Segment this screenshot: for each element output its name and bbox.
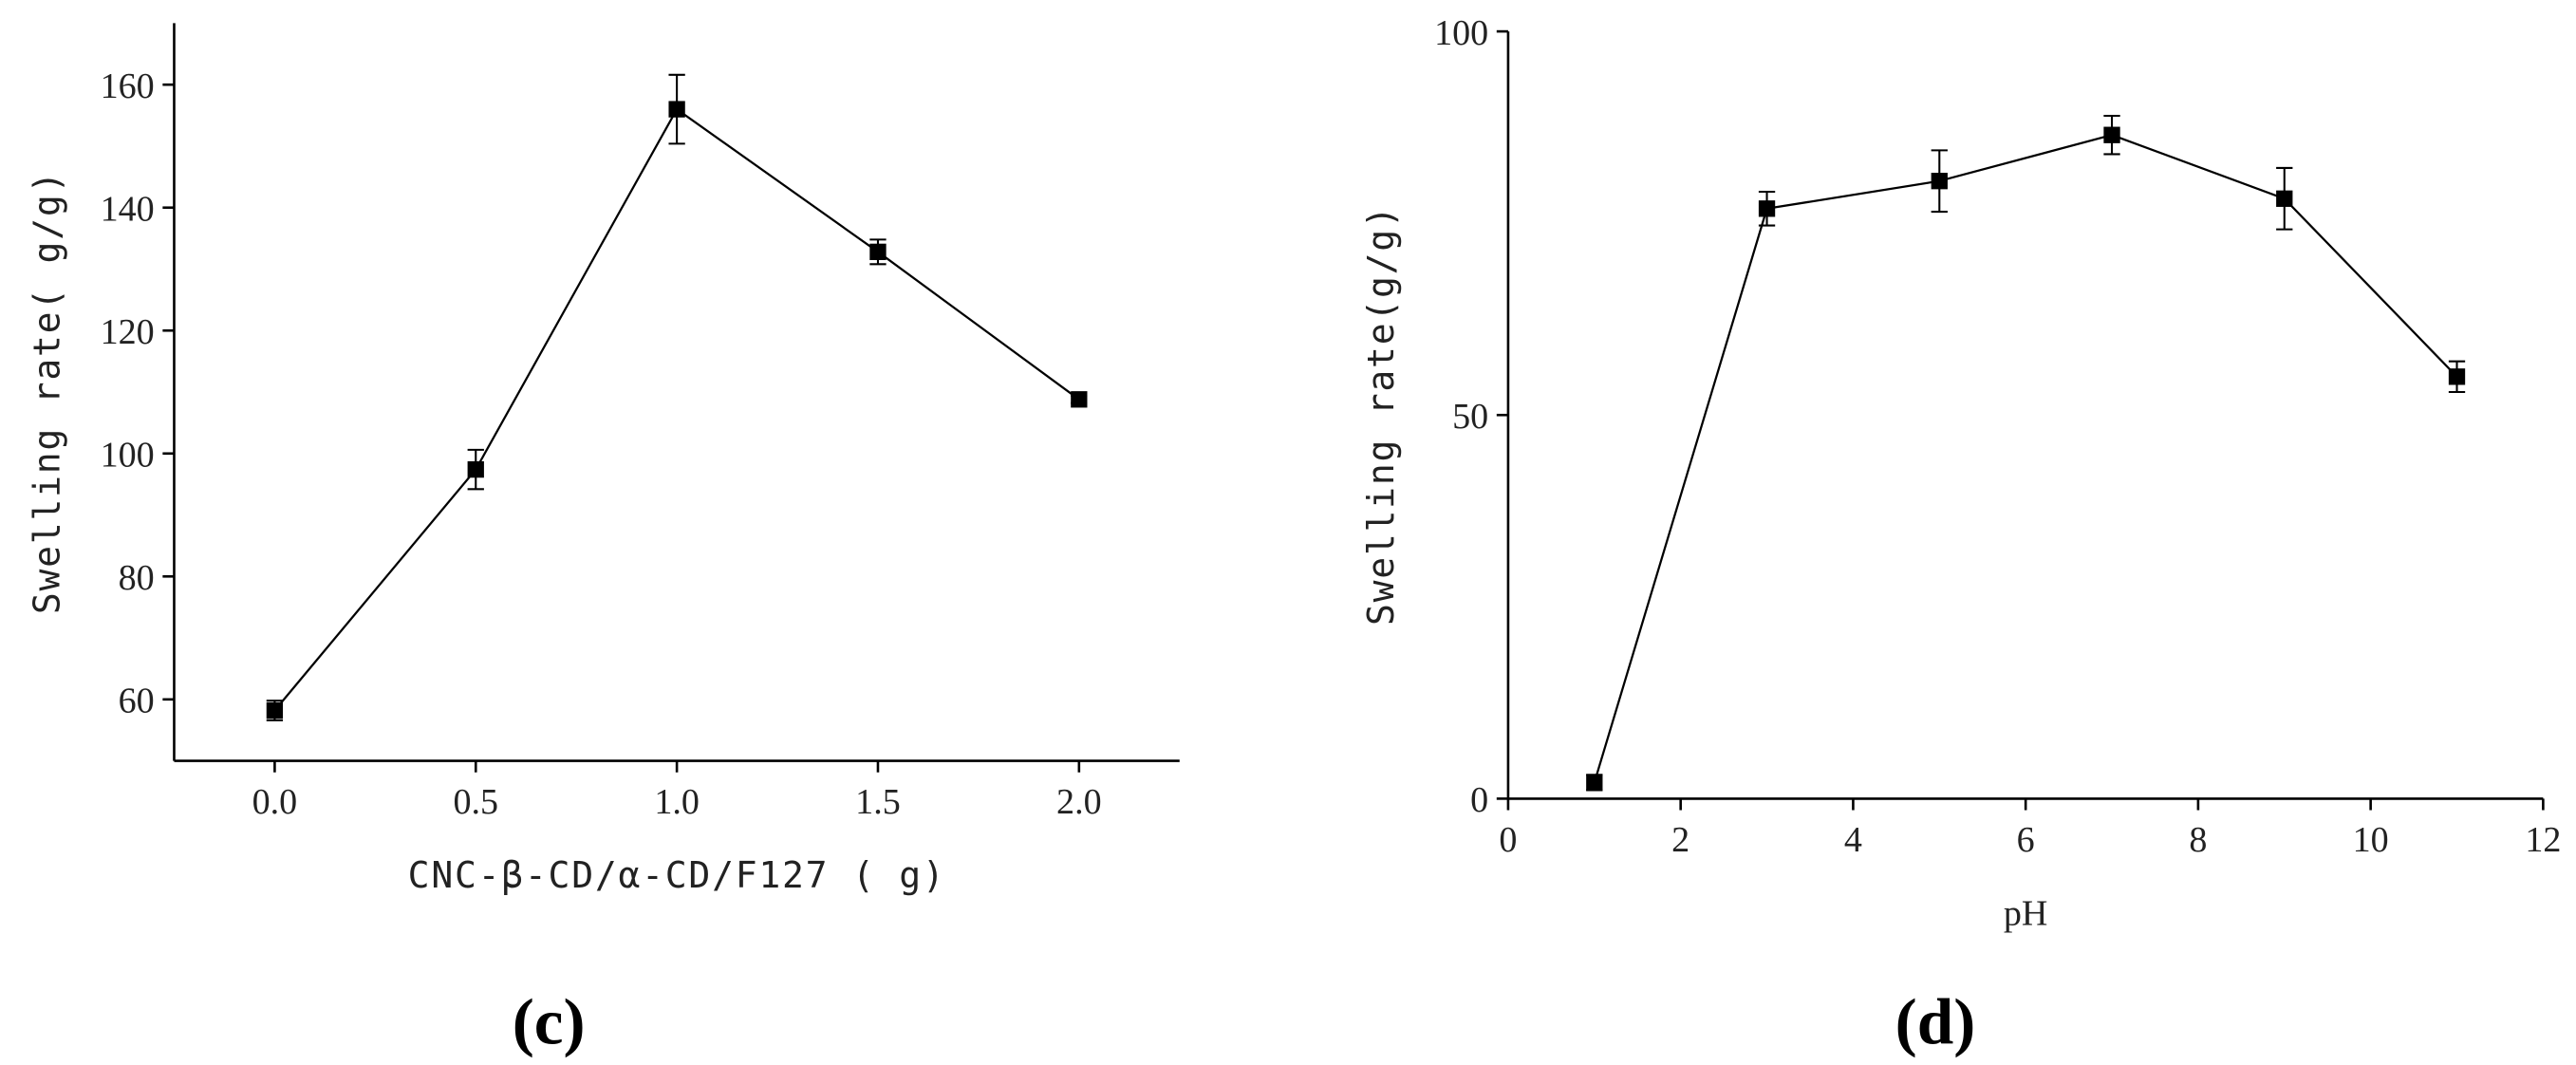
marker: [266, 701, 284, 719]
y-tick-label: 100: [101, 436, 155, 476]
x-tick-label: 0.5: [453, 782, 498, 822]
marker: [1071, 391, 1088, 408]
marker: [467, 460, 484, 478]
marker: [2103, 126, 2120, 143]
marker: [869, 243, 887, 261]
marker: [668, 101, 685, 118]
x-tick-label: 10: [2353, 820, 2389, 860]
x-axis-label: CNC-β-CD/α-CD/F127 ( g): [408, 854, 946, 896]
marker: [1586, 774, 1603, 792]
y-tick-label: 140: [101, 190, 155, 230]
line: [1593, 134, 2458, 783]
marker: [1758, 200, 1776, 217]
y-tick-label: 100: [1434, 13, 1488, 53]
y-tick-label: 80: [119, 558, 155, 598]
y-axis-label: Swelling rate( g/g): [26, 170, 67, 614]
y-tick-label: 120: [101, 312, 155, 352]
x-tick-label: 6: [2017, 820, 2035, 860]
x-tick-label: 2: [1671, 820, 1689, 860]
x-axis-label: pH: [2004, 894, 2048, 934]
x-tick-label: 1.5: [855, 782, 901, 822]
line: [273, 107, 1080, 712]
marker: [1931, 173, 1948, 190]
marker: [2448, 368, 2466, 385]
caption: (c): [513, 984, 586, 1057]
y-tick-label: 50: [1452, 397, 1488, 437]
x-tick-label: 2.0: [1056, 782, 1102, 822]
y-tick-label: 160: [101, 66, 155, 106]
x-tick-label: 8: [2189, 820, 2207, 860]
x-tick-label: 0: [1499, 820, 1517, 860]
x-tick-label: 1.0: [654, 782, 700, 822]
y-tick-label: 60: [119, 682, 155, 721]
x-tick-label: 4: [1844, 820, 1862, 860]
x-tick-label: 0.0: [252, 782, 298, 822]
y-tick-label: 0: [1470, 780, 1488, 820]
marker: [2276, 190, 2293, 207]
y-axis-label: Swelling rate(g/g): [1360, 204, 1402, 626]
x-tick-label: 12: [2525, 820, 2561, 860]
caption: (d): [1895, 984, 1976, 1057]
